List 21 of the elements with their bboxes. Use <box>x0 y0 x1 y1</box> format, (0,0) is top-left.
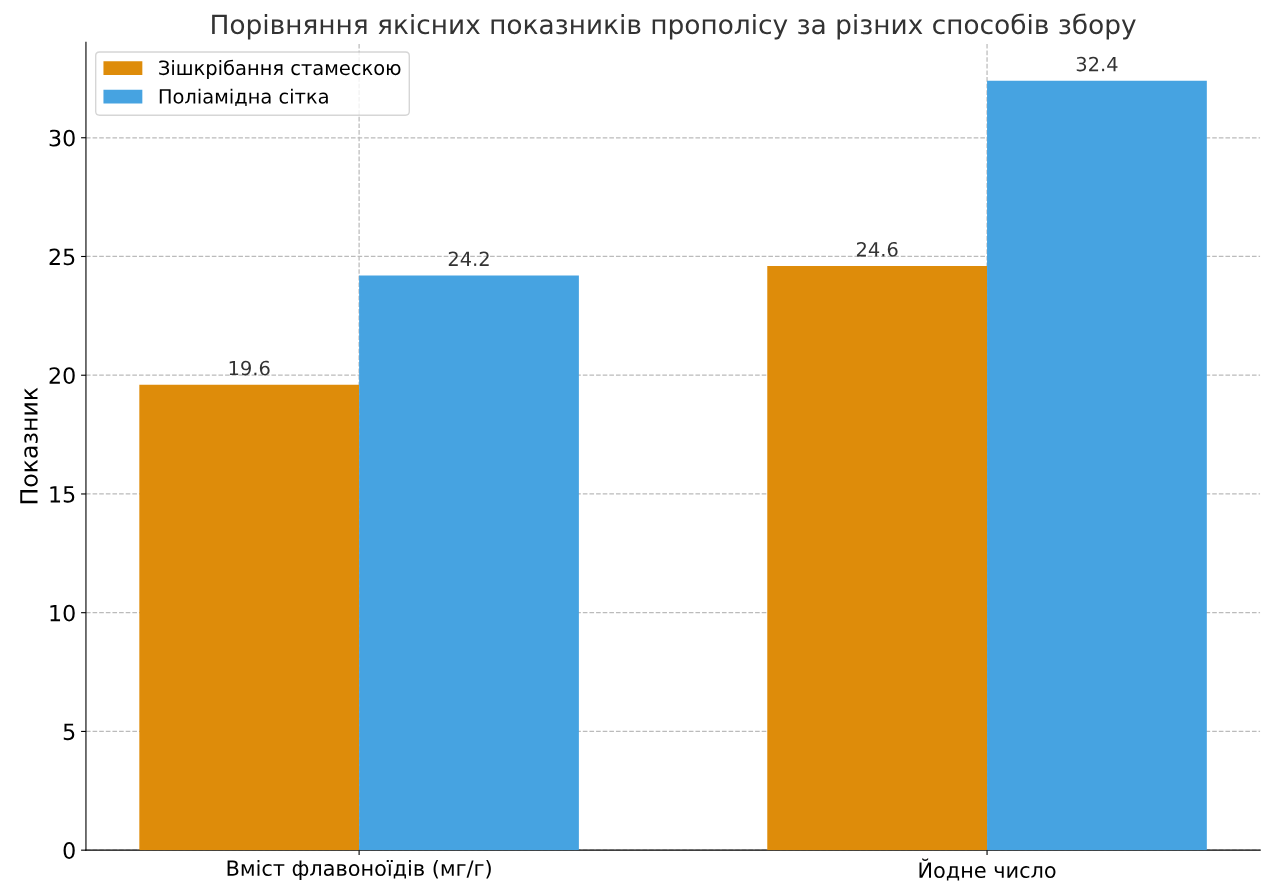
chart-title: Порівняння якісних показників прополісу за різних способів збору <box>212 13 1136 40</box>
y-tick-label: 30 <box>49 129 75 147</box>
y-tick-label: 15 <box>50 486 75 503</box>
x-tick-label: Вміст флавоноїдів (мг/г) <box>227 859 491 881</box>
y-tick-label: 5 <box>63 723 75 741</box>
y-tick-label: 20 <box>49 367 75 384</box>
data-label: 32.4 <box>1076 56 1118 72</box>
y-axis-title: Показник <box>20 387 38 504</box>
bar <box>139 384 360 851</box>
bar <box>987 80 1207 851</box>
bar <box>359 275 579 851</box>
legend-label: Зішкрібання стамескою <box>159 59 401 79</box>
data-label: 19.6 <box>229 360 270 376</box>
y-tick-label: 0 <box>63 842 75 859</box>
data-label: 24.2 <box>448 251 489 266</box>
legend-label: Поліамідна сітка <box>159 88 328 107</box>
y-tick-label: 10 <box>50 604 75 622</box>
data-label: 24.6 <box>856 241 898 257</box>
x-tick-label: Йодне число <box>919 858 1056 881</box>
y-tick-label: 25 <box>49 248 75 266</box>
bar <box>767 265 988 851</box>
